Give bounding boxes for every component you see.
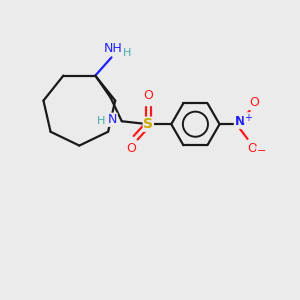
- Text: H: H: [97, 116, 105, 126]
- Text: O: O: [143, 89, 153, 102]
- Text: N: N: [234, 115, 245, 128]
- Text: S: S: [143, 117, 153, 131]
- Text: O: O: [247, 142, 257, 155]
- Text: N: N: [108, 113, 117, 126]
- Text: +: +: [244, 113, 252, 123]
- Text: O: O: [249, 96, 259, 109]
- Text: NH: NH: [103, 42, 122, 55]
- Text: −: −: [257, 146, 266, 156]
- Text: H: H: [123, 48, 131, 58]
- Text: O: O: [127, 142, 136, 155]
